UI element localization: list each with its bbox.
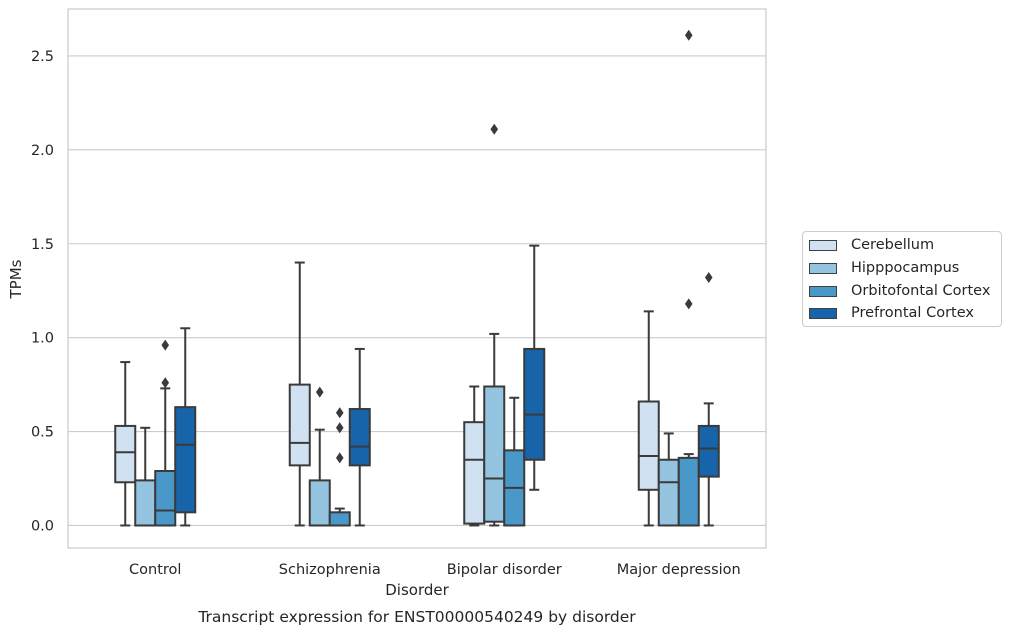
box-group — [288, 261, 311, 527]
y-tick-label: 0.0 — [31, 518, 54, 534]
box-plot-marks — [114, 29, 720, 527]
y-axis-label: TPMs — [7, 259, 25, 299]
legend-swatch-hippocampus — [809, 262, 837, 274]
box-iqr — [463, 421, 486, 525]
box-iqr — [348, 408, 371, 467]
y-tick-label: 0.5 — [31, 425, 54, 441]
box-group — [697, 272, 720, 527]
box-group — [637, 310, 660, 527]
legend-item-prefrontal: Prefrontal Cortex — [809, 304, 974, 322]
outlier-point — [161, 339, 170, 351]
legend-label-orbitofrontal: Orbitofontal Cortex — [851, 283, 991, 299]
box-iqr — [154, 470, 177, 527]
box-group — [328, 407, 351, 527]
box-iqr — [328, 511, 351, 527]
box-iqr — [134, 479, 157, 527]
box-group — [463, 385, 486, 527]
box-group — [134, 426, 157, 527]
box-iqr — [483, 385, 506, 523]
box-iqr — [677, 456, 700, 527]
box-group — [677, 29, 700, 527]
outlier-point — [684, 298, 693, 310]
box-group — [174, 327, 197, 527]
legend-swatch-orbitofrontal — [809, 285, 837, 297]
outlier-point — [335, 452, 344, 464]
box-iqr — [523, 347, 546, 461]
x-tick-label: Major depression — [617, 562, 741, 578]
y-tick-label: 2.5 — [31, 49, 54, 65]
legend-label-cerebellum: Cerebellum — [851, 237, 935, 253]
box-iqr — [657, 458, 680, 527]
x-tick-labels: Control Schizophrenia Bipolar disorder Majo… — [129, 562, 741, 578]
legend-item-hippocampus: Hipppocampus — [809, 259, 959, 277]
x-tick-label: Schizophrenia — [279, 562, 381, 578]
legend-swatch-cerebellum — [809, 239, 837, 251]
legend-label-prefrontal: Prefrontal Cortex — [851, 305, 974, 321]
outlier-point — [335, 422, 344, 434]
box-group — [483, 123, 506, 527]
y-tick-labels: 0.0 0.5 1.0 1.5 2.0 2.5 — [31, 49, 54, 535]
box-iqr — [288, 383, 311, 467]
gridlines — [68, 55, 766, 527]
outlier-point — [335, 407, 344, 419]
box-group — [154, 339, 177, 527]
box-iqr — [697, 424, 720, 478]
box-group — [308, 386, 331, 527]
outlier-point — [704, 272, 713, 284]
box-group — [348, 347, 371, 527]
outlier-point — [490, 123, 499, 135]
plot-frame — [67, 8, 767, 549]
outlier-point — [315, 386, 324, 398]
chart-caption: Transcript expression for ENST0000054024… — [197, 608, 636, 626]
legend-item-cerebellum: Cerebellum — [809, 236, 934, 254]
x-tick-label: Control — [129, 562, 181, 578]
box-iqr — [174, 406, 197, 514]
box-group — [114, 361, 137, 527]
box-iqr — [308, 479, 331, 527]
outlier-point — [161, 377, 170, 389]
legend-swatch-prefrontal — [809, 307, 837, 319]
box-group — [657, 432, 680, 527]
box-group — [523, 244, 546, 491]
box-iqr — [114, 424, 137, 484]
y-tick-label: 1.0 — [31, 331, 54, 347]
box-group — [503, 396, 526, 527]
y-tick-label: 2.0 — [31, 143, 54, 159]
x-tick-label: Bipolar disorder — [447, 562, 562, 578]
y-tick-label: 1.5 — [31, 237, 54, 253]
legend: Cerebellum Hipppocampus Orbitofontal Cor… — [802, 231, 1002, 327]
legend-label-hippocampus: Hipppocampus — [851, 260, 960, 276]
x-axis-label: Disorder — [385, 581, 449, 599]
outlier-point — [684, 29, 693, 41]
box-iqr — [637, 400, 660, 491]
legend-item-orbitofrontal: Orbitofontal Cortex — [809, 282, 990, 300]
